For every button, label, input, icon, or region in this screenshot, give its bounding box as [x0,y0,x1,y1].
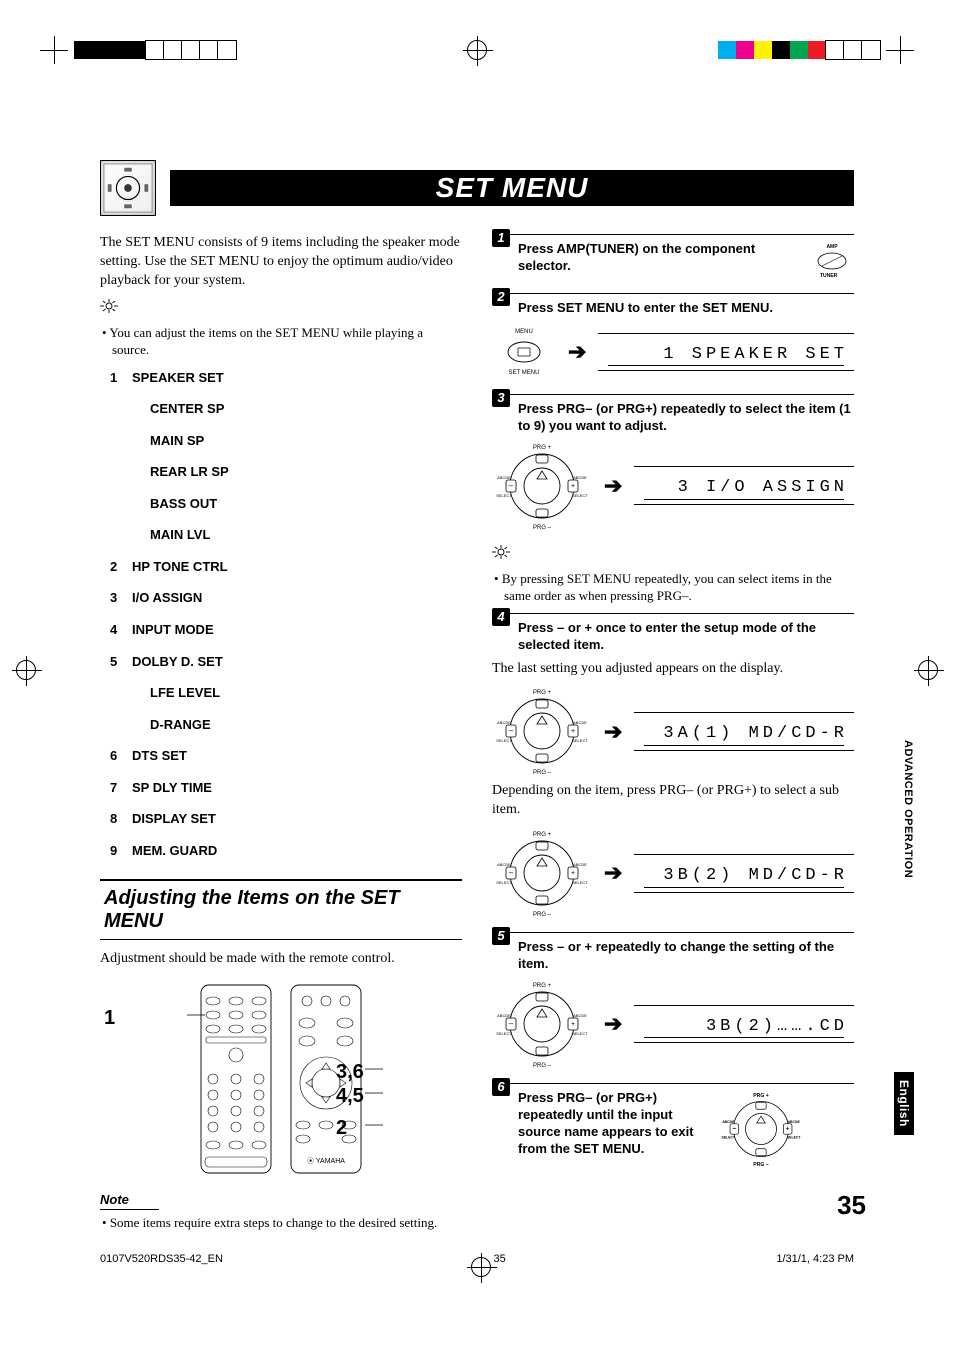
language-tab: English [894,1072,914,1135]
menu-subitem: D-RANGE [150,716,462,734]
menu-item: 5DOLBY D. SET [110,653,462,671]
crop-mark-icon [40,36,68,64]
step-number-badge: 2 [492,288,510,306]
step-number-badge: 1 [492,229,510,247]
remote-control-diagram: ⦿ YAMAHA 1 3,6 4,5 2 [100,979,462,1179]
step-4-text: Press – or + once to enter the setup mod… [518,620,854,654]
registration-mark-icon [918,660,938,680]
page-number: 35 [837,1190,866,1221]
set-menu-button-icon: MENU SET MENU [492,324,556,380]
menu-item: 4INPUT MODE [110,621,462,639]
step-4-body-1: The last setting you adjusted appears on… [492,660,854,679]
dpad-icon [718,1090,804,1168]
step-1-text: Press AMP(TUNER) on the component select… [518,241,802,275]
svg-text:SET MENU: SET MENU [509,370,540,376]
tip-icon [100,299,462,320]
display-readout: 3B(2)…….CD [634,1005,854,1044]
print-registration-bar [40,30,914,70]
section-body: Adjustment should be made with the remot… [100,950,462,969]
remote-control-icon: ⦿ YAMAHA [151,979,411,1179]
menu-subitem: CENTER SP [150,400,462,418]
footer-filename: 0107V520RDS35-42_EN [100,1253,223,1265]
display-readout: 3 I/O ASSIGN [634,466,854,505]
svg-text:⦿ YAMAHA: ⦿ YAMAHA [307,1157,345,1165]
registration-mark-icon [467,40,487,60]
tip-text: • You can adjust the items on the SET ME… [100,324,462,359]
set-menu-item-list: 1SPEAKER SET CENTER SP MAIN SP REAR LR SP BA… [110,369,462,860]
menu-subitem: BASS OUT [150,495,462,513]
note-heading: Note [100,1191,159,1210]
note-text: • Some items require extra steps to chan… [100,1214,462,1232]
footer-page: 35 [494,1253,506,1265]
step-4-body-2: Depending on the item, press PRG– (or PR… [492,782,854,820]
menu-subitem: MAIN SP [150,432,462,450]
set-menu-icon [100,160,156,216]
step-3-text: Press PRG– (or PRG+) repeatedly to selec… [518,401,854,435]
callout-1: 1 [104,1005,115,1032]
menu-item: 2HP TONE CTRL [110,558,462,576]
svg-text:TUNER: TUNER [820,273,838,279]
menu-subitem: MAIN LVL [150,526,462,544]
arrow-right-icon: ➔ [604,471,622,501]
step-6-text: Press PRG– (or PRG+) repeatedly until th… [518,1090,718,1158]
callout-36: 3,6 [336,1059,364,1086]
dpad-icon [492,441,592,531]
page-title: SET MENU [170,170,854,206]
color-strip-left [74,41,236,59]
footer-timestamp: 1/31/1, 4:23 PM [776,1253,854,1265]
arrow-right-icon: ➔ [604,717,622,747]
step-number-badge: 3 [492,389,510,407]
step-number-badge: 6 [492,1078,510,1096]
display-readout: 3B(2) MD/CD-R [634,854,854,893]
svg-text:MENU: MENU [515,329,533,335]
callout-2: 2 [336,1115,347,1142]
step-5-text: Press – or + repeatedly to change the se… [518,939,854,973]
menu-item: 1SPEAKER SET [110,369,462,387]
arrow-right-icon: ➔ [604,1009,622,1039]
step-2-text: Press SET MENU to enter the SET MENU. [518,300,854,317]
registration-mark-icon [16,660,36,680]
color-strip-right [718,41,880,59]
step-number-badge: 4 [492,608,510,626]
display-readout: 1 SPEAKER SET [598,333,854,372]
menu-item: 6DTS SET [110,747,462,765]
menu-subitem: LFE LEVEL [150,684,462,702]
arrow-right-icon: ➔ [604,858,622,888]
menu-subitem: REAR LR SP [150,463,462,481]
menu-item: 3I/O ASSIGN [110,589,462,607]
intro-text: The SET MENU consists of 9 items includi… [100,234,462,291]
display-readout: 3A(1) MD/CD-R [634,712,854,751]
svg-text:AMP: AMP [826,244,838,250]
tip-text: • By pressing SET MENU repeatedly, you c… [492,570,854,605]
dpad-icon [492,979,592,1069]
callout-45: 4,5 [336,1083,364,1110]
dpad-icon [492,828,592,918]
crop-mark-icon [886,36,914,64]
menu-item: 9MEM. GUARD [110,842,462,860]
menu-item: 8DISPLAY SET [110,810,462,828]
registration-mark-icon [471,1257,491,1277]
dpad-icon [492,686,592,776]
section-tab-advanced: ADVANCED OPERATION [902,740,914,878]
amp-tuner-button-icon: AMP TUNER [810,241,854,279]
menu-item: 7SP DLY TIME [110,779,462,797]
arrow-right-icon: ➔ [568,337,586,367]
section-heading: Adjusting the Items on the SET MENU [100,879,462,940]
tip-icon [492,545,854,566]
step-number-badge: 5 [492,927,510,945]
